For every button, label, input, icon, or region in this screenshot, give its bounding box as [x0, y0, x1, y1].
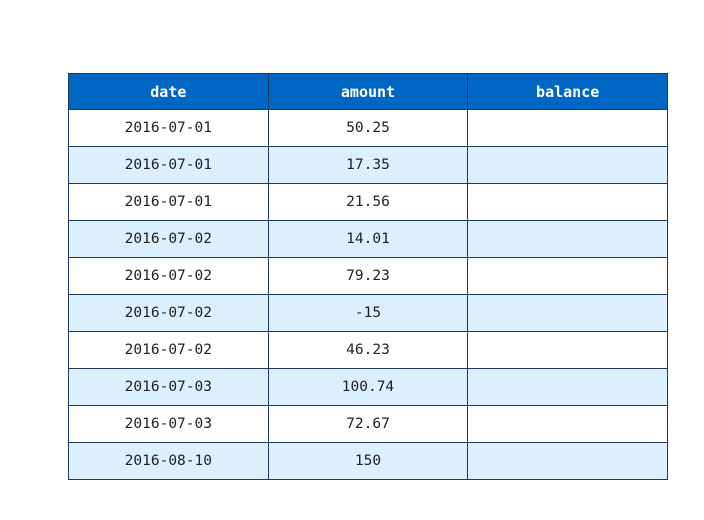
- table-cell-balance: [467, 331, 668, 369]
- data-table: date amount balance 2016-07-01 50.25 2016-07…: [68, 73, 668, 480]
- table-cell-date: 2016-07-01: [68, 146, 269, 184]
- table-header-row: date amount balance: [68, 73, 668, 110]
- table-cell-amount: 79.23: [267, 257, 469, 295]
- table-row: 2016-07-02 14.01: [68, 220, 668, 258]
- table-row: 2016-07-01 17.35: [68, 146, 668, 184]
- table-cell-amount: 17.35: [267, 146, 469, 184]
- table-row: 2016-07-03 72.67: [68, 405, 668, 443]
- table-cell-balance: [467, 442, 668, 480]
- table-cell-amount: 72.67: [267, 405, 469, 443]
- data-table-container: date amount balance 2016-07-01 50.25 2016-07…: [68, 73, 668, 480]
- table-cell-amount: 50.25: [267, 109, 469, 147]
- table-row: 2016-07-02 79.23: [68, 257, 668, 295]
- table-cell-date: 2016-07-03: [68, 368, 269, 406]
- table-row: 2016-07-01 21.56: [68, 183, 668, 221]
- table-cell-date: 2016-07-02: [68, 220, 269, 258]
- table-cell-date: 2016-07-01: [68, 109, 269, 147]
- table-cell-balance: [467, 109, 668, 147]
- table-cell-balance: [467, 146, 668, 184]
- table-cell-date: 2016-08-10: [68, 442, 269, 480]
- table-cell-date: 2016-07-03: [68, 405, 269, 443]
- table-cell-balance: [467, 257, 668, 295]
- column-header-date: date: [68, 73, 269, 110]
- table-row: 2016-07-01 50.25: [68, 109, 668, 147]
- table-cell-amount: 14.01: [267, 220, 469, 258]
- table-cell-date: 2016-07-02: [68, 257, 269, 295]
- table-cell-amount: 100.74: [267, 368, 469, 406]
- table-cell-date: 2016-07-02: [68, 331, 269, 369]
- table-cell-amount: 46.23: [267, 331, 469, 369]
- table-cell-date: 2016-07-01: [68, 183, 269, 221]
- table-row: 2016-07-02 46.23: [68, 331, 668, 369]
- column-header-balance: balance: [467, 73, 668, 110]
- table-row: 2016-07-02 -15: [68, 294, 668, 332]
- table-cell-balance: [467, 294, 668, 332]
- table-cell-balance: [467, 220, 668, 258]
- table-cell-amount: 21.56: [267, 183, 469, 221]
- table-cell-balance: [467, 183, 668, 221]
- table-row: 2016-07-03 100.74: [68, 368, 668, 406]
- table-cell-amount: 150: [267, 442, 469, 480]
- table-cell-balance: [467, 405, 668, 443]
- table-cell-amount: -15: [267, 294, 469, 332]
- table-cell-date: 2016-07-02: [68, 294, 269, 332]
- table-cell-balance: [467, 368, 668, 406]
- table-body: 2016-07-01 50.25 2016-07-01 17.35 2016-07-01…: [68, 109, 668, 480]
- table-row: 2016-08-10 150: [68, 442, 668, 480]
- column-header-amount: amount: [267, 73, 469, 110]
